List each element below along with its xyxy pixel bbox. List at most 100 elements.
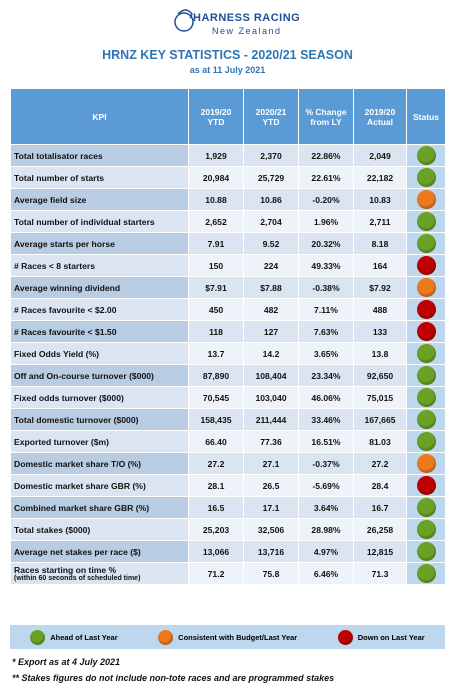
value-cell: 2,370 bbox=[243, 144, 299, 167]
kpi-cell: Total number of individual starters bbox=[10, 210, 189, 233]
value-cell: 450 bbox=[188, 298, 244, 321]
value-cell: 22.61% bbox=[298, 166, 354, 189]
value-cell: 20.32% bbox=[298, 232, 354, 255]
kpi-cell: Fixed Odds Yield (%) bbox=[10, 342, 189, 365]
kpi-cell: Average field size bbox=[10, 188, 189, 211]
kpi-label: Average field size bbox=[14, 194, 87, 205]
logo-region: New Zealand bbox=[212, 26, 282, 36]
kpi-label: # Races favourite < $2.00 bbox=[14, 304, 117, 315]
kpi-label: Total stakes ($000) bbox=[14, 524, 91, 535]
status-cell bbox=[406, 430, 446, 453]
kpi-cell: Average net stakes per race ($) bbox=[10, 540, 189, 563]
value-cell: 27.1 bbox=[243, 452, 299, 475]
logo-horse bbox=[177, 9, 193, 19]
kpi-cell: Off and On-course turnover ($000) bbox=[10, 364, 189, 387]
status-dot bbox=[416, 190, 436, 209]
status-dot bbox=[416, 366, 436, 385]
kpi-label: Total domestic turnover ($000) bbox=[14, 414, 139, 425]
status-dot bbox=[416, 256, 436, 275]
value-cell: 150 bbox=[188, 254, 244, 277]
kpi-cell: # Races favourite < $2.00 bbox=[10, 298, 189, 321]
status-dot bbox=[416, 388, 436, 407]
table-row: Total number of starts 20,984 25,729 22.61%… bbox=[10, 166, 446, 189]
value-cell: 2,652 bbox=[188, 210, 244, 233]
value-cell: 28.98% bbox=[298, 518, 354, 541]
table-row: # Races favourite < $2.00 450 482 7.11% 488 bbox=[10, 298, 446, 321]
value-cell: 49.33% bbox=[298, 254, 354, 277]
value-cell: 118 bbox=[188, 320, 244, 343]
table-row: Average starts per horse 7.91 9.52 20.32% 8.… bbox=[10, 232, 446, 255]
legend-label: Ahead of Last Year bbox=[50, 632, 118, 642]
kpi-label: Total number of starts bbox=[14, 172, 105, 183]
value-cell: 6.46% bbox=[298, 562, 354, 585]
kpi-label: Average winning dividend bbox=[14, 282, 121, 293]
value-cell: 16.5 bbox=[188, 496, 244, 519]
table-row: Average field size 10.88 10.86 -0.20% 10.83 bbox=[10, 188, 446, 211]
value-cell: $7.88 bbox=[243, 276, 299, 299]
value-cell: -0.37% bbox=[298, 452, 354, 475]
value-cell: 71.3 bbox=[353, 562, 407, 585]
value-cell: 75.8 bbox=[243, 562, 299, 585]
value-cell: 3.64% bbox=[298, 496, 354, 519]
value-cell: 14.2 bbox=[243, 342, 299, 365]
kpi-label: Average starts per horse bbox=[14, 238, 115, 249]
table-row: Domestic market share GBR (%) 28.1 26.5 -5.… bbox=[10, 474, 446, 497]
value-cell: 33.46% bbox=[298, 408, 354, 431]
status-dot bbox=[416, 146, 436, 165]
status-cell bbox=[406, 144, 446, 167]
status-cell bbox=[406, 166, 446, 189]
legend-item: Down on Last Year bbox=[337, 629, 425, 645]
kpi-label: Combined market share GBR (%) bbox=[14, 502, 150, 513]
value-cell: 17.1 bbox=[243, 496, 299, 519]
table-row: Total domestic turnover ($000) 158,435 211… bbox=[10, 408, 446, 431]
kpi-cell: Total totalisator races bbox=[10, 144, 189, 167]
value-cell: 26.5 bbox=[243, 474, 299, 497]
value-cell: -5.69% bbox=[298, 474, 354, 497]
value-cell: 12,815 bbox=[353, 540, 407, 563]
status-dot bbox=[416, 234, 436, 253]
kpi-cell: Average starts per horse bbox=[10, 232, 189, 255]
footnote: * Export as at 4 July 2021 bbox=[12, 657, 121, 667]
status-cell bbox=[406, 496, 446, 519]
value-cell: 77.36 bbox=[243, 430, 299, 453]
legend: Ahead of Last Year Consistent with Budget… bbox=[10, 625, 445, 649]
status-cell bbox=[406, 298, 446, 321]
value-cell: 22.86% bbox=[298, 144, 354, 167]
value-cell: 10.83 bbox=[353, 188, 407, 211]
subtitle: as at 11 July 2021 bbox=[189, 65, 266, 75]
kpi-cell: Total stakes ($000) bbox=[10, 518, 189, 541]
status-dot bbox=[416, 278, 436, 297]
value-cell: 1.96% bbox=[298, 210, 354, 233]
value-cell: $7.92 bbox=[353, 276, 407, 299]
status-dot bbox=[416, 300, 436, 319]
value-cell: 3.65% bbox=[298, 342, 354, 365]
status-cell bbox=[406, 386, 446, 409]
value-cell: 16.7 bbox=[353, 496, 407, 519]
value-cell: 13.7 bbox=[188, 342, 244, 365]
value-cell: 32,506 bbox=[243, 518, 299, 541]
status-cell bbox=[406, 364, 446, 387]
value-cell: 127 bbox=[243, 320, 299, 343]
kpi-label: Off and On-course turnover ($000) bbox=[14, 370, 154, 381]
column-header: Status bbox=[406, 88, 446, 145]
status-cell bbox=[406, 342, 446, 365]
value-cell: 46.06% bbox=[298, 386, 354, 409]
status-dot bbox=[416, 322, 436, 341]
header-row: KPI 2019/20 YTD 2020/21 YTD% Change from L… bbox=[10, 88, 446, 145]
value-cell: 13.8 bbox=[353, 342, 407, 365]
value-cell: 9.52 bbox=[243, 232, 299, 255]
table-row: Domestic market share T/O (%) 27.2 27.1 -0.… bbox=[10, 452, 446, 475]
logo-name: HARNESS RACING bbox=[193, 12, 301, 24]
value-cell: -0.20% bbox=[298, 188, 354, 211]
status-dot bbox=[416, 520, 436, 539]
value-cell: 211,444 bbox=[243, 408, 299, 431]
value-cell: 7.91 bbox=[188, 232, 244, 255]
kpi-cell: Total domestic turnover ($000) bbox=[10, 408, 189, 431]
kpi-label: Fixed Odds Yield (%) bbox=[14, 348, 99, 359]
status-dot bbox=[416, 344, 436, 363]
value-cell: 27.2 bbox=[188, 452, 244, 475]
kpi-cell: Races starting on time % (within 60 secon… bbox=[10, 562, 189, 585]
table-row: Races starting on time % (within 60 secon… bbox=[10, 562, 446, 585]
table-row: Average net stakes per race ($) 13,066 13,… bbox=[10, 540, 446, 563]
value-cell: 488 bbox=[353, 298, 407, 321]
